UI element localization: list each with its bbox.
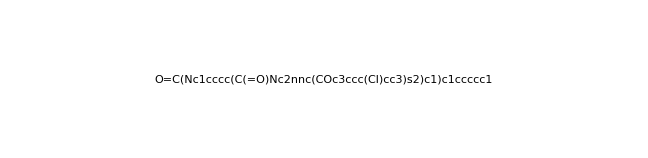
Text: O=C(Nc1cccc(C(=O)Nc2nnc(COc3ccc(Cl)cc3)s2)c1)c1ccccc1: O=C(Nc1cccc(C(=O)Nc2nnc(COc3ccc(Cl)cc3)s… — [155, 74, 493, 84]
